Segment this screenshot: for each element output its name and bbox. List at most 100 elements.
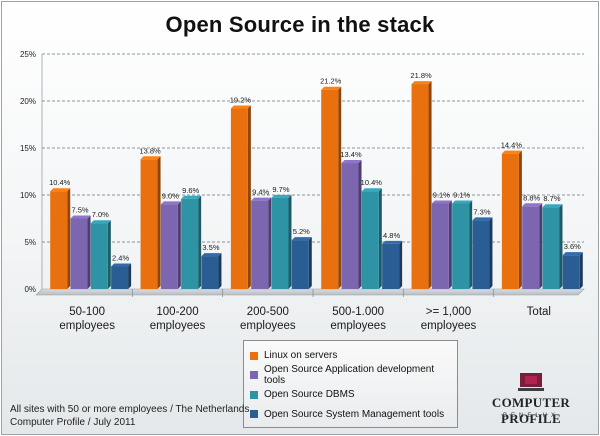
bar-top (230, 105, 251, 109)
logo-mark-icon (518, 373, 544, 391)
data-label: 3.5% (202, 243, 219, 252)
data-label: 8.8% (523, 193, 540, 202)
bar-side (218, 253, 222, 289)
data-label: 19.2% (230, 96, 252, 105)
bar (140, 159, 158, 289)
legend-swatch-appdev (250, 371, 258, 380)
y-tick-label: 20% (20, 97, 36, 106)
footnote-line-2: Computer Profile / July 2011 (10, 417, 136, 428)
bar-side (428, 81, 432, 289)
bar-top (361, 188, 382, 192)
bar-top (382, 240, 403, 244)
bar-side (198, 195, 202, 289)
data-label: 9.1% (453, 190, 470, 199)
logo-name: COMPUTER PROFILE (491, 395, 571, 426)
data-label: 8.7% (543, 194, 560, 203)
data-label: 9.0% (162, 191, 179, 200)
data-label: 13.4% (340, 150, 362, 159)
bar-side (308, 237, 312, 289)
bar (501, 153, 519, 289)
logo-sub: BENELUX (502, 413, 559, 419)
x-category-label: employees (240, 320, 296, 332)
bar-side (67, 188, 71, 289)
x-category-label: employees (150, 320, 206, 332)
bar (522, 206, 540, 289)
x-category-label: 100-200 (156, 306, 198, 318)
bar-top (321, 86, 342, 90)
bar (90, 223, 108, 289)
bar (111, 266, 129, 289)
bar (251, 200, 269, 289)
bar-side (87, 215, 91, 289)
legend-item-linux: Linux on servers (250, 346, 451, 366)
bar-top (291, 237, 312, 241)
bar-side (268, 197, 272, 289)
data-label: 7.0% (92, 210, 109, 219)
legend-item-sysmgmt: Open Source System Management tools (250, 405, 451, 425)
bar (160, 204, 178, 289)
y-tick-label: 25% (20, 50, 36, 59)
y-tick-label: 15% (20, 144, 36, 153)
bar (361, 191, 379, 289)
data-label: 3.6% (564, 242, 581, 251)
bar-side (157, 156, 161, 289)
bar-side (128, 263, 132, 289)
bar (201, 256, 219, 289)
x-category-label: 50-100 (69, 306, 105, 318)
bar-top (341, 160, 362, 164)
bar-top (70, 215, 91, 219)
bar-top (472, 217, 493, 221)
bar (181, 198, 199, 289)
x-category-label: 200-500 (247, 306, 289, 318)
bar-side (579, 252, 583, 289)
bar-top (271, 194, 292, 198)
y-tick-label: 10% (20, 191, 36, 200)
data-label: 9.4% (252, 188, 269, 197)
bar (291, 240, 309, 289)
bar-side (469, 200, 473, 289)
bar (542, 207, 560, 289)
data-label: 9.6% (182, 186, 199, 195)
data-label: 21.8% (410, 71, 432, 80)
bar-top (542, 204, 563, 208)
legend-label-linux: Linux on servers (264, 350, 338, 362)
footnote-line-1: All sites with 50 or more employees / Th… (10, 404, 250, 415)
bar-top (562, 252, 583, 256)
bar-side (358, 160, 362, 289)
data-label: 13.8% (139, 146, 161, 155)
bar (341, 163, 359, 289)
bar (431, 203, 449, 289)
data-label: 14.4% (501, 141, 523, 150)
x-category-label: >= 1,000 (426, 306, 471, 318)
data-label: 4.8% (383, 231, 400, 240)
bar (452, 203, 470, 289)
y-tick-label: 0% (24, 285, 36, 294)
bar (230, 108, 248, 290)
bar (321, 89, 339, 289)
data-label: 9.1% (433, 190, 450, 199)
bar-top (181, 195, 202, 199)
bar-top (140, 156, 161, 160)
bar-top (50, 188, 71, 192)
chart-title: Open Source in the stack (165, 12, 435, 37)
legend-label-appdev: Open Source Application development tool… (264, 364, 435, 387)
bar-side (107, 220, 111, 289)
bar-top (501, 150, 522, 154)
bar-side (399, 240, 403, 289)
bar-top (452, 200, 473, 204)
bar (472, 220, 490, 289)
legend-swatch-sysmgmt (250, 410, 258, 419)
data-label: 5.2% (293, 227, 310, 236)
data-label: 7.3% (473, 207, 490, 216)
bar-top (411, 81, 432, 85)
bar-side (177, 201, 181, 289)
x-category-label: employees (59, 320, 115, 332)
data-label: 21.2% (320, 77, 342, 86)
y-tick-label: 5% (24, 238, 36, 247)
bar (411, 84, 429, 289)
data-label: 7.5% (71, 206, 88, 215)
bar-side (559, 204, 563, 289)
bar-side (288, 194, 292, 289)
